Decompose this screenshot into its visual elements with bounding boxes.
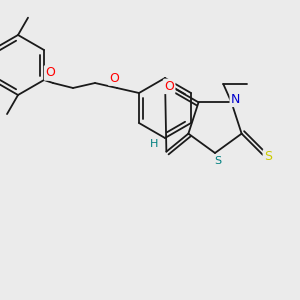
Text: O: O xyxy=(164,80,174,93)
Text: N: N xyxy=(231,93,240,106)
Text: S: S xyxy=(214,156,222,166)
Text: O: O xyxy=(109,71,119,85)
Text: O: O xyxy=(45,67,55,80)
Text: H: H xyxy=(150,139,159,149)
Text: S: S xyxy=(264,150,272,164)
